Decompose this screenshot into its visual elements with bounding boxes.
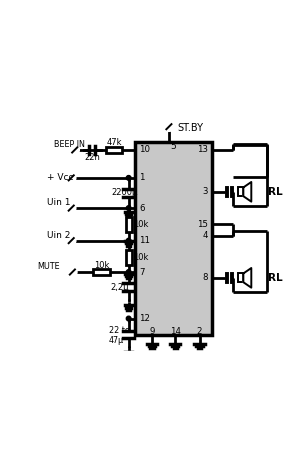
Text: 12: 12 xyxy=(139,314,150,323)
Text: 22n: 22n xyxy=(84,153,100,162)
Text: + Vcc: + Vcc xyxy=(47,173,73,182)
Circle shape xyxy=(126,270,131,274)
Text: 14: 14 xyxy=(169,327,181,336)
Text: 47k: 47k xyxy=(106,139,122,147)
Circle shape xyxy=(126,206,131,210)
Text: 2200μ: 2200μ xyxy=(111,188,138,198)
Bar xyxy=(126,217,131,232)
Bar xyxy=(126,250,131,265)
Circle shape xyxy=(71,146,79,154)
Polygon shape xyxy=(243,182,251,202)
Circle shape xyxy=(67,204,75,212)
Text: RL: RL xyxy=(268,273,283,283)
Bar xyxy=(238,273,243,282)
Bar xyxy=(93,269,110,275)
Circle shape xyxy=(126,316,131,321)
Bar xyxy=(135,142,212,335)
Text: 5: 5 xyxy=(170,141,176,151)
Circle shape xyxy=(67,174,75,182)
Text: 10k: 10k xyxy=(133,220,148,229)
Bar xyxy=(238,187,243,196)
Text: ST.BY: ST.BY xyxy=(178,123,204,133)
Text: 2: 2 xyxy=(197,327,202,336)
Text: 7: 7 xyxy=(139,267,145,277)
Text: Uin 2: Uin 2 xyxy=(47,231,70,240)
Text: Uin 1: Uin 1 xyxy=(47,199,70,207)
Text: 15: 15 xyxy=(197,220,208,229)
Bar xyxy=(106,147,122,153)
Text: 3: 3 xyxy=(202,187,208,196)
Circle shape xyxy=(67,237,75,245)
Text: 22 to
47μ: 22 to 47μ xyxy=(109,326,130,345)
Text: 10: 10 xyxy=(139,146,150,154)
Text: 10k: 10k xyxy=(133,253,148,262)
Circle shape xyxy=(126,175,131,180)
Text: RL: RL xyxy=(268,187,283,197)
Text: BEEP IN: BEEP IN xyxy=(54,140,85,149)
Text: 13: 13 xyxy=(197,146,208,154)
Text: 6: 6 xyxy=(139,204,145,213)
Circle shape xyxy=(126,239,131,243)
Text: 4: 4 xyxy=(202,232,208,240)
Text: MUTE: MUTE xyxy=(38,262,60,272)
Text: 9: 9 xyxy=(149,327,155,336)
Text: 1: 1 xyxy=(139,173,145,182)
Polygon shape xyxy=(243,268,251,288)
Text: 10k: 10k xyxy=(94,260,109,270)
Circle shape xyxy=(68,268,76,276)
Text: 8: 8 xyxy=(202,273,208,282)
Circle shape xyxy=(165,123,173,131)
Text: 2,2μ: 2,2μ xyxy=(110,283,129,292)
Text: 11: 11 xyxy=(139,236,150,245)
